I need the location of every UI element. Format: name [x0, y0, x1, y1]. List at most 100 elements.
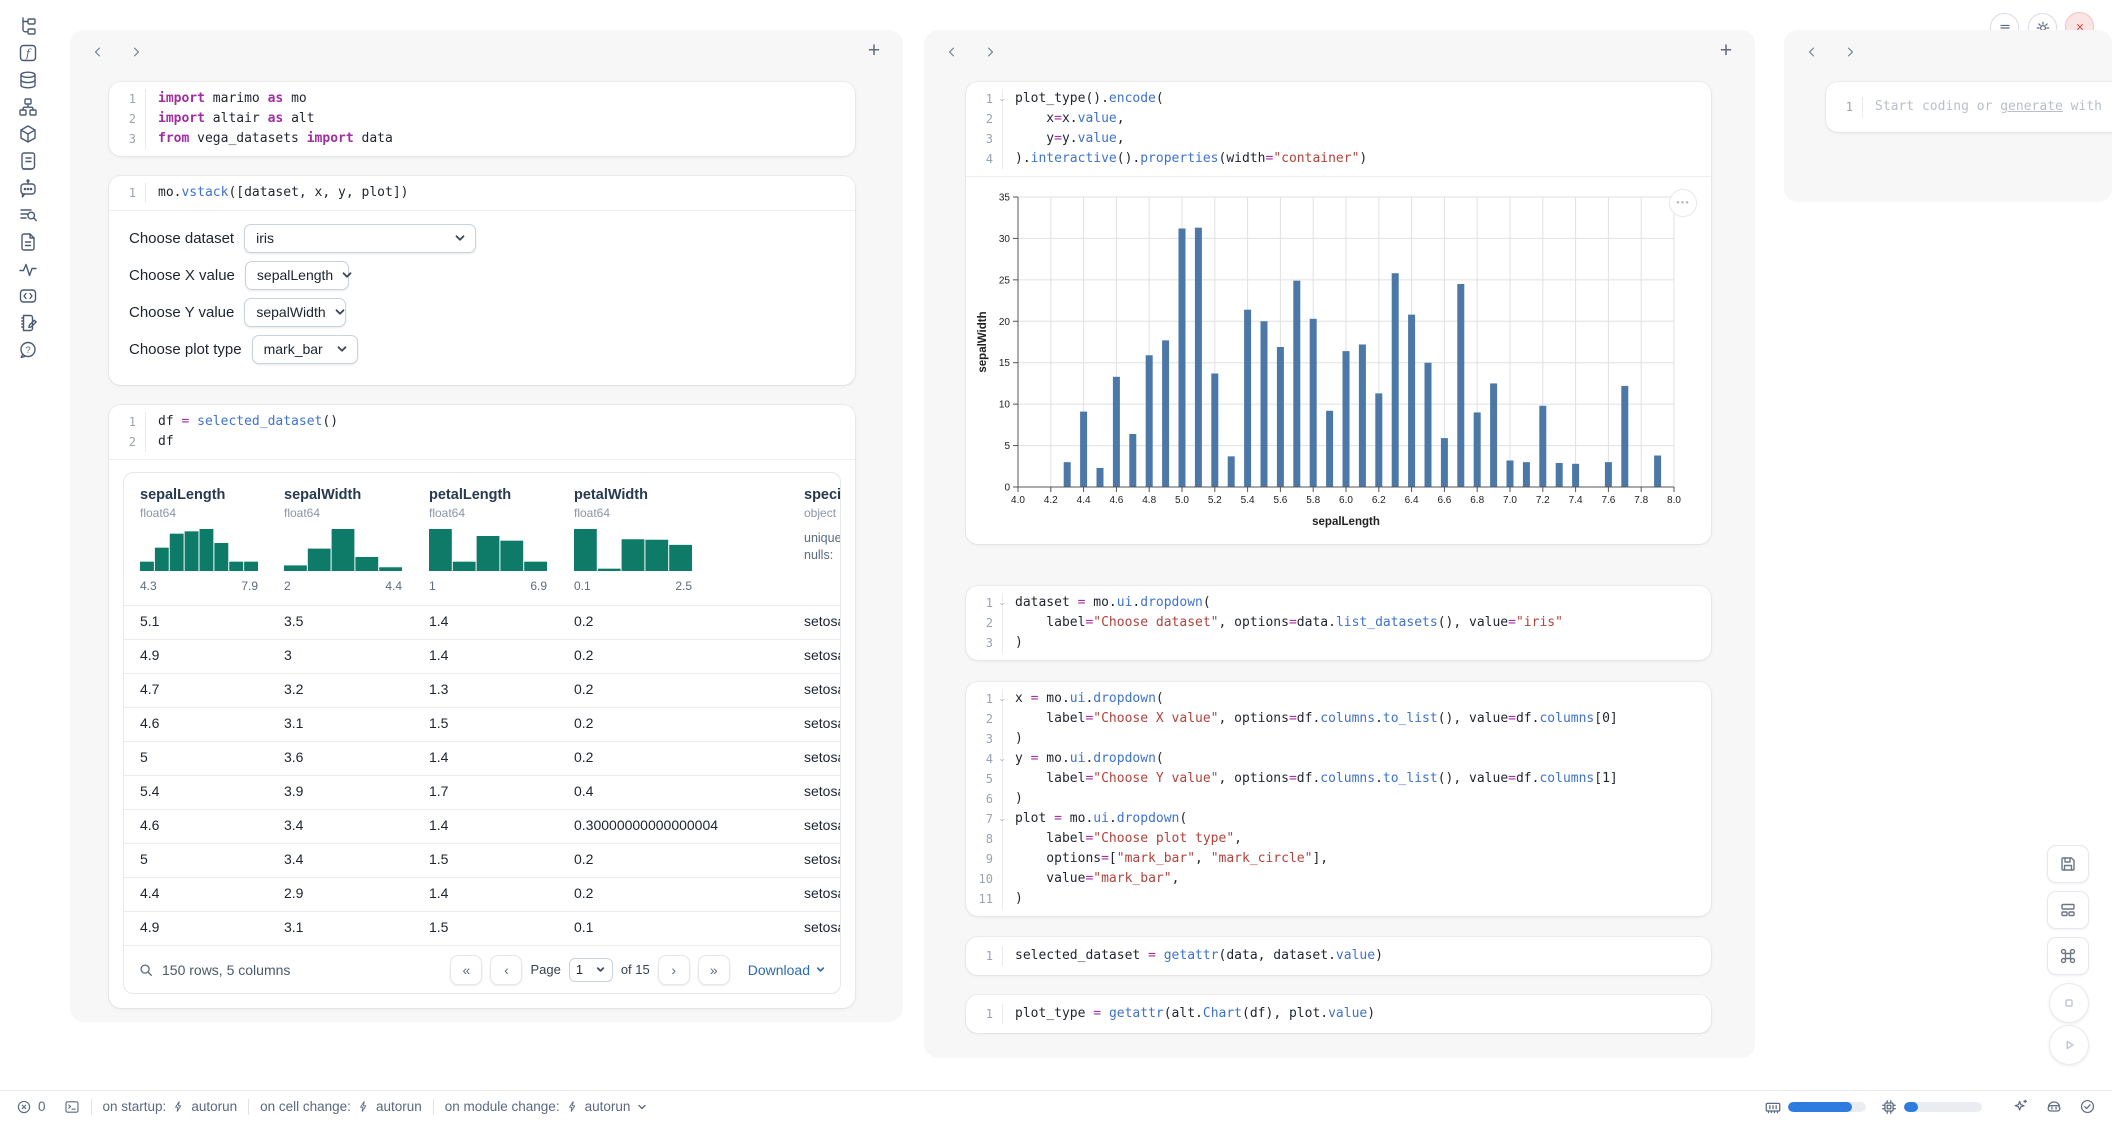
- bar[interactable]: [1359, 344, 1366, 487]
- cell-selected-dataset[interactable]: 1selected_dataset = getattr(data, datase…: [966, 937, 1711, 975]
- bar[interactable]: [1080, 412, 1087, 487]
- table-row[interactable]: 53.41.50.2setosa: [124, 843, 840, 877]
- bar[interactable]: [1326, 411, 1333, 487]
- bar[interactable]: [1277, 347, 1284, 487]
- save-button[interactable]: [2047, 845, 2089, 883]
- ai-assist-button[interactable]: [2012, 1098, 2029, 1115]
- on-module-change-toggle[interactable]: on module change: autorun: [445, 1099, 649, 1114]
- bar[interactable]: [1490, 383, 1497, 487]
- performance-icon[interactable]: [18, 259, 38, 279]
- bar[interactable]: [1097, 468, 1104, 487]
- stop-button[interactable]: [2049, 983, 2089, 1023]
- file-tree-icon[interactable]: [18, 16, 38, 36]
- tracebacks-icon[interactable]: [18, 205, 38, 225]
- keyboard-shortcuts-button[interactable]: [2047, 937, 2089, 975]
- column-header[interactable]: petalLengthfloat6416.9: [429, 487, 547, 593]
- search-icon[interactable]: [138, 962, 154, 978]
- column-header[interactable]: petalWidthfloat640.12.5: [574, 487, 692, 593]
- bar[interactable]: [1343, 351, 1350, 487]
- bar[interactable]: [1129, 434, 1136, 487]
- scroll-right-button[interactable]: [124, 40, 148, 64]
- table-row[interactable]: 4.93.11.50.1setosa: [124, 911, 840, 945]
- scroll-right-button[interactable]: [978, 40, 1002, 64]
- logs-icon[interactable]: [18, 151, 38, 171]
- table-row[interactable]: 4.931.40.2setosa: [124, 639, 840, 673]
- bar[interactable]: [1425, 363, 1432, 487]
- add-cell-button[interactable]: +: [1713, 38, 1739, 64]
- connection-status-button[interactable]: [2079, 1098, 2096, 1115]
- bar[interactable]: [1523, 462, 1530, 487]
- bar[interactable]: [1162, 340, 1169, 487]
- dropdown-choose-plot-type[interactable]: mark_bar: [252, 335, 358, 364]
- run-button[interactable]: [2049, 1025, 2089, 1065]
- column-header[interactable]: sepalLengthfloat644.37.9: [140, 487, 258, 593]
- chatbot-icon[interactable]: [18, 178, 38, 198]
- layout-button[interactable]: [2047, 891, 2089, 929]
- bar[interactable]: [1261, 321, 1268, 487]
- bar[interactable]: [1244, 310, 1251, 487]
- page-select[interactable]: 1: [569, 958, 613, 982]
- bar[interactable]: [1605, 462, 1612, 487]
- bar[interactable]: [1179, 228, 1186, 487]
- cell-dataset-dropdown[interactable]: 1›dataset = mo.ui.dropdown(2 label="Choo…: [966, 586, 1711, 660]
- scroll-right-button[interactable]: [1838, 40, 1862, 64]
- empty-cell-placeholder[interactable]: Start coding or generate with: [1862, 97, 2102, 117]
- table-row[interactable]: 5.43.91.70.4setosa: [124, 775, 840, 809]
- table-row[interactable]: 4.63.41.40.30000000000000004setosa: [124, 809, 840, 843]
- last-page-button[interactable]: »: [698, 955, 730, 985]
- cell-plot[interactable]: 1›plot_type().encode(2 x=x.value,3 y=y.v…: [966, 82, 1711, 544]
- bar-chart[interactable]: 4.04.24.44.64.85.05.25.45.65.86.06.26.46…: [972, 185, 1686, 537]
- functions-icon[interactable]: f: [18, 43, 38, 63]
- dependencies-icon[interactable]: [18, 97, 38, 117]
- scroll-left-button[interactable]: [940, 40, 964, 64]
- packages-icon[interactable]: [18, 124, 38, 144]
- bar[interactable]: [1572, 464, 1579, 487]
- dropdown-choose-y-value[interactable]: sepalWidth: [244, 298, 346, 327]
- snippets-icon[interactable]: [18, 286, 38, 306]
- generate-link[interactable]: generate: [2000, 99, 2063, 114]
- cell-imports[interactable]: 1import marimo as mo2import altair as al…: [109, 82, 855, 156]
- bar[interactable]: [1556, 463, 1563, 487]
- dropdown-choose-dataset[interactable]: iris: [244, 224, 476, 253]
- bar[interactable]: [1293, 281, 1300, 487]
- dropdown-choose-x-value[interactable]: sepalLength: [245, 261, 349, 290]
- table-row[interactable]: 4.42.91.40.2setosa: [124, 877, 840, 911]
- table-row[interactable]: 5.13.51.40.2setosa: [124, 605, 840, 639]
- table-row[interactable]: 4.73.21.30.2setosa: [124, 673, 840, 707]
- terminal-button[interactable]: [64, 1099, 80, 1115]
- chart-menu-button[interactable]: ●●●: [1669, 189, 1697, 217]
- bar[interactable]: [1621, 386, 1628, 487]
- bar[interactable]: [1195, 228, 1202, 487]
- scroll-left-button[interactable]: [86, 40, 110, 64]
- next-page-button[interactable]: ›: [658, 955, 690, 985]
- bar[interactable]: [1441, 438, 1448, 487]
- download-button[interactable]: Download: [748, 962, 826, 978]
- column-header[interactable]: sepalWidthfloat6424.4: [284, 487, 402, 593]
- bar[interactable]: [1539, 406, 1546, 487]
- help-icon[interactable]: ?: [18, 340, 38, 360]
- bar[interactable]: [1507, 460, 1514, 487]
- scratchpad-icon[interactable]: [18, 313, 38, 333]
- on-cell-change-toggle[interactable]: on cell change: autorun: [260, 1099, 422, 1114]
- copilot-button[interactable]: [2045, 1098, 2063, 1116]
- cell-empty[interactable]: 1 Start coding or generate with: [1826, 82, 2112, 132]
- bar[interactable]: [1064, 462, 1071, 487]
- table-row[interactable]: 4.63.11.50.2setosa: [124, 707, 840, 741]
- bar[interactable]: [1146, 355, 1153, 487]
- bar[interactable]: [1654, 456, 1661, 487]
- add-cell-button[interactable]: +: [861, 38, 887, 64]
- bar[interactable]: [1392, 273, 1399, 487]
- chart-output[interactable]: 4.04.24.44.64.85.05.25.45.65.86.06.26.46…: [966, 177, 1711, 544]
- cell-xy-dropdowns[interactable]: 1›x = mo.ui.dropdown(2 label="Choose X v…: [966, 682, 1711, 916]
- cell-dataframe[interactable]: 1df = selected_dataset()2df sepalLengthf…: [109, 405, 855, 1008]
- cell-plot-type[interactable]: 1plot_type = getattr(alt.Chart(df), plot…: [966, 995, 1711, 1033]
- on-startup-toggle[interactable]: on startup: autorun: [103, 1099, 238, 1114]
- errors-indicator[interactable]: 0: [16, 1099, 46, 1115]
- bar[interactable]: [1457, 284, 1464, 487]
- bar[interactable]: [1375, 393, 1382, 487]
- first-page-button[interactable]: «: [450, 955, 482, 985]
- documentation-icon[interactable]: [18, 232, 38, 252]
- cell-vstack[interactable]: 1mo.vstack([dataset, x, y, plot]) Choose…: [109, 176, 855, 385]
- table-row[interactable]: 53.61.40.2setosa: [124, 741, 840, 775]
- bar[interactable]: [1228, 456, 1235, 487]
